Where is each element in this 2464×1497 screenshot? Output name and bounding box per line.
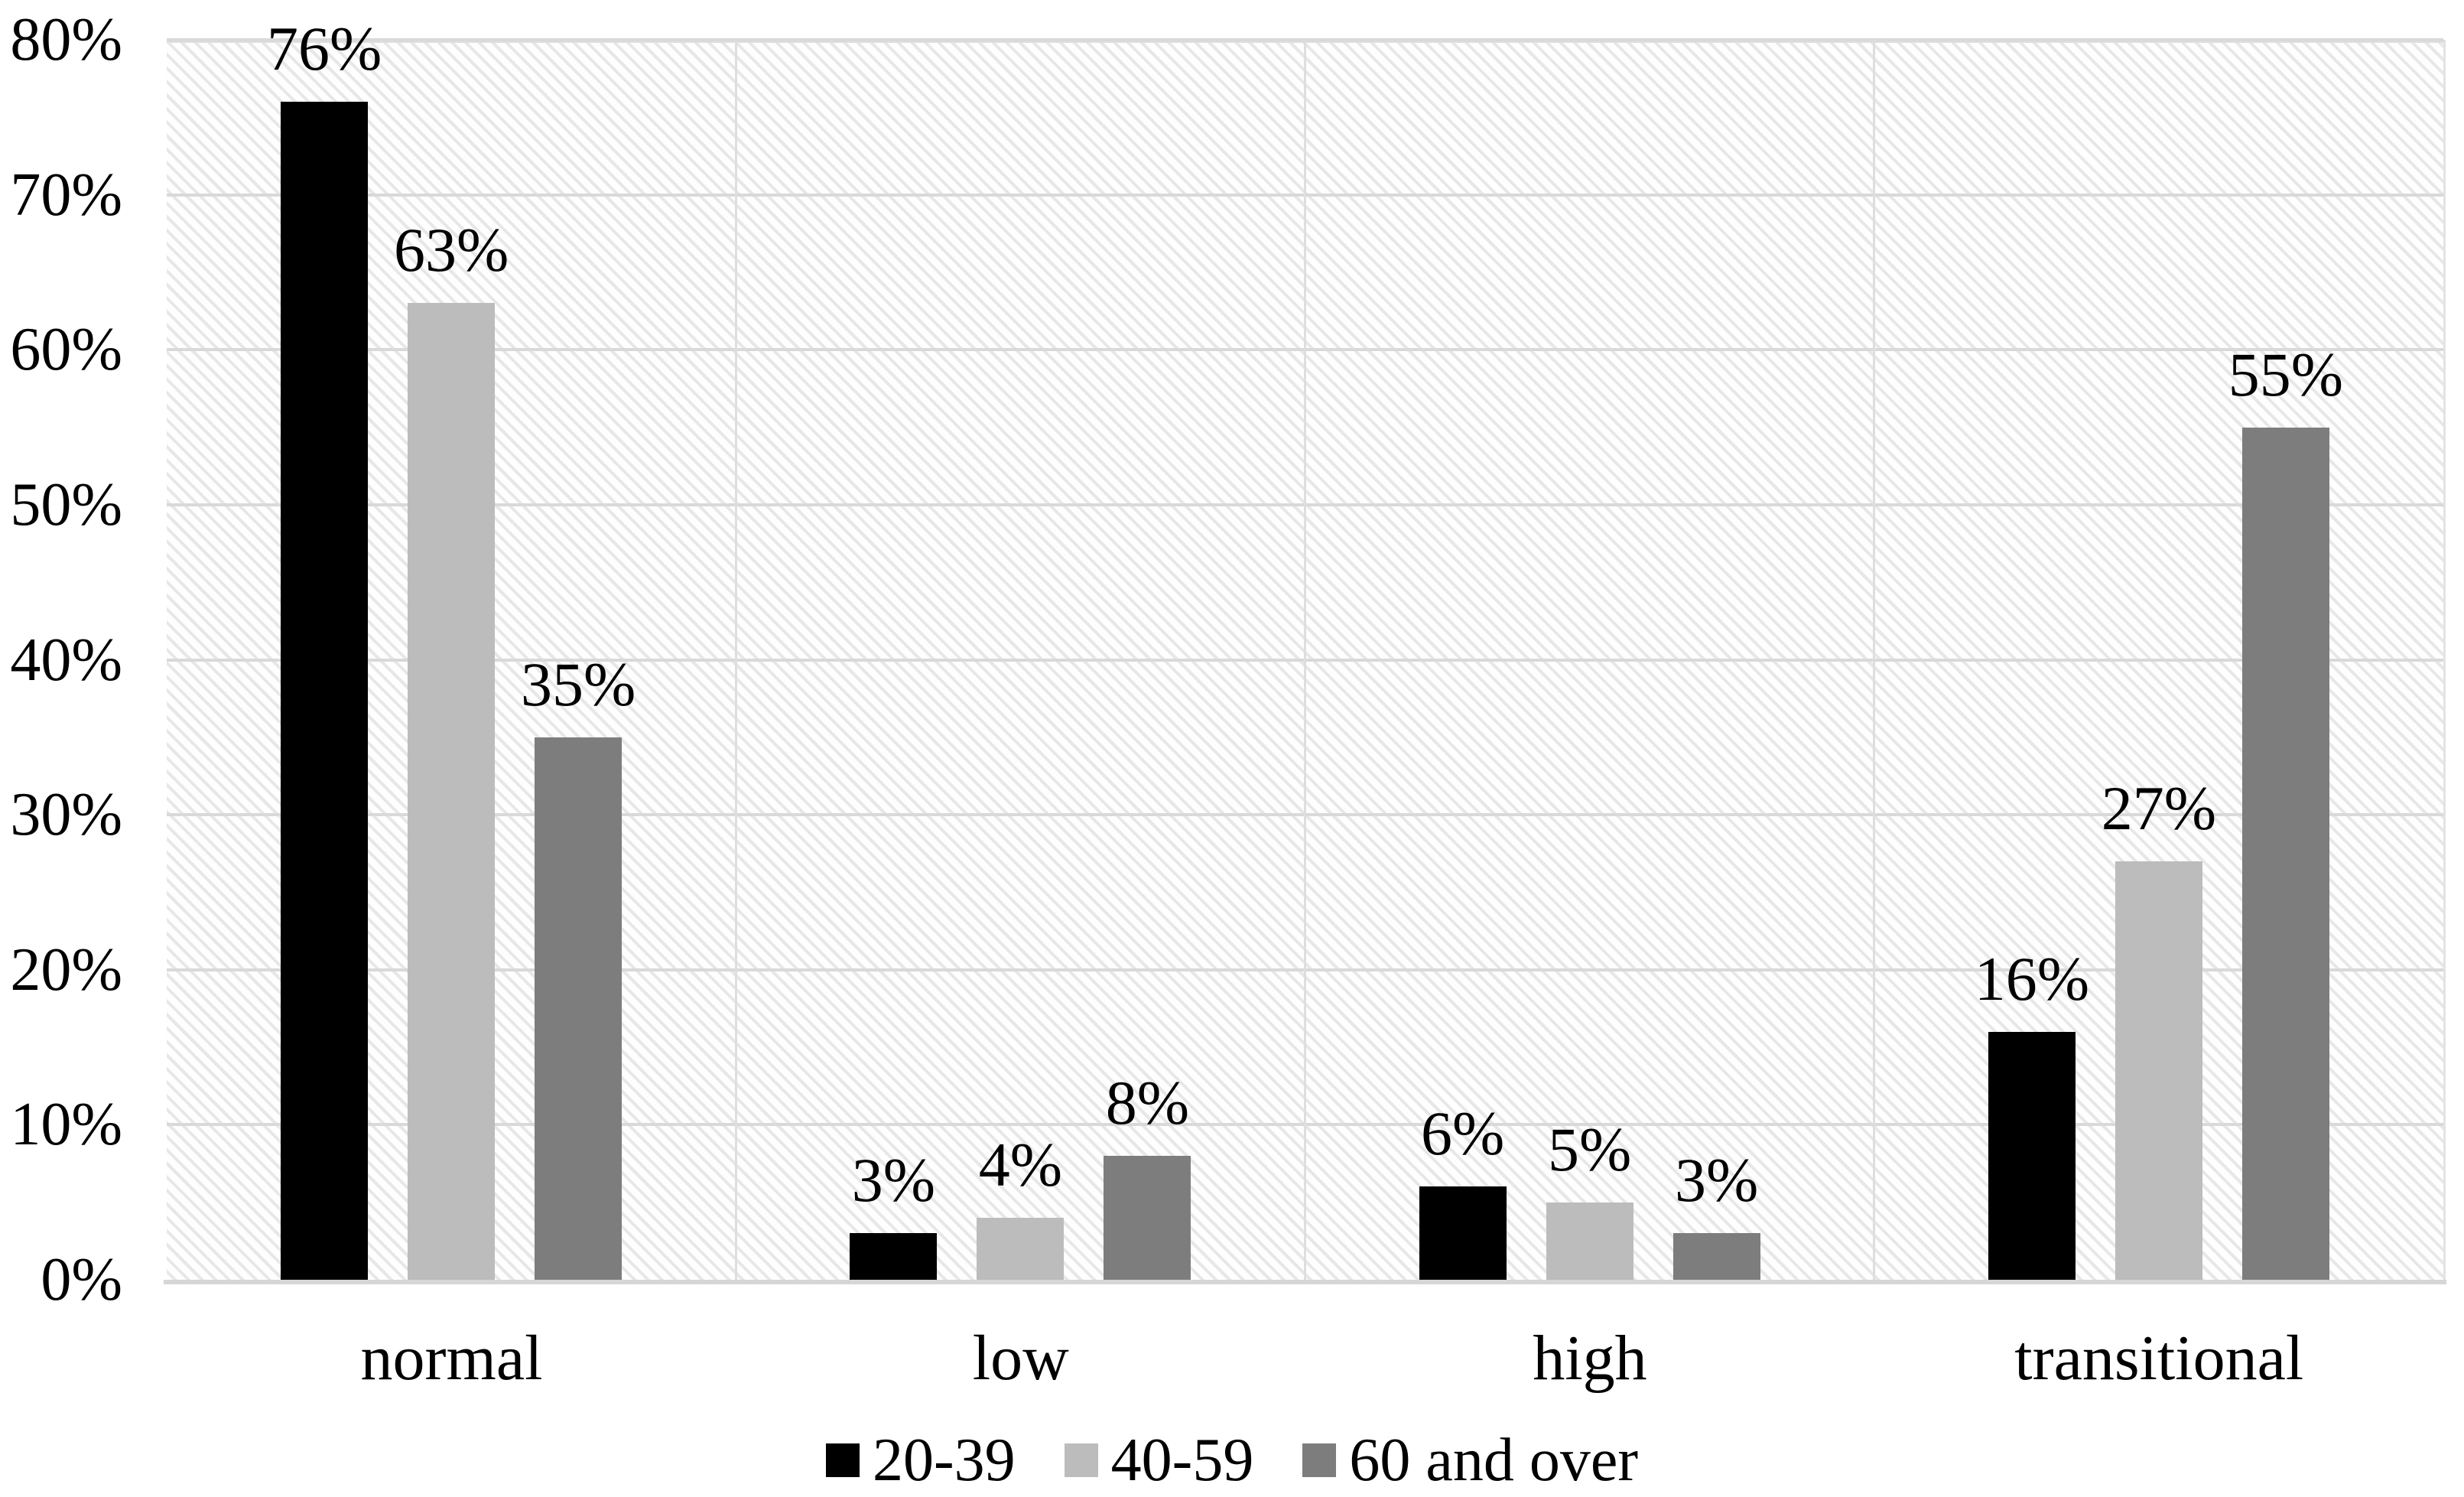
bar-20-39-normal — [281, 102, 369, 1280]
y-tick-label: 0% — [41, 1246, 122, 1313]
legend-item-20-39: 20-39 — [826, 1430, 1016, 1491]
bar-60-and-over-low — [1104, 1155, 1191, 1280]
bar-group-normal: 76% 63% 35% — [267, 18, 636, 1280]
bar-value-label: 16% — [1974, 943, 2090, 1014]
legend-label: 40-59 — [1110, 1427, 1254, 1494]
legend-item-60-and-over: 60 and over — [1302, 1430, 1638, 1491]
category-label-transitional: transitional — [2014, 1323, 2304, 1394]
bar-value-label: 55% — [2228, 339, 2344, 409]
bar-20-39-transitional — [1988, 1031, 2076, 1280]
bar-group-low: 3% 4% 8% — [850, 40, 1191, 1280]
legend: 20-39 40-59 60 and over — [0, 1427, 2464, 1493]
bar-value-label: 6% — [1420, 1098, 1505, 1169]
bar-40-59-high — [1546, 1202, 1633, 1280]
legend-item-40-59: 40-59 — [1064, 1427, 1254, 1494]
legend-swatch-40-59 — [1064, 1443, 1098, 1477]
bar-60-and-over-normal — [535, 737, 623, 1280]
y-tick-label: 70% — [10, 161, 122, 229]
y-tick-label: 80% — [10, 6, 122, 73]
y-tick-label: 50% — [10, 470, 122, 539]
bar-value-label: 8% — [1105, 1067, 1190, 1137]
y-tick-label: 10% — [10, 1091, 122, 1159]
v-gridline — [1873, 40, 1876, 1280]
v-gridline — [1304, 40, 1306, 1280]
bar-group-high: 6% 5% 3% — [1419, 40, 1760, 1280]
category-label-high: high — [1533, 1323, 1647, 1394]
bar-40-59-transitional — [2115, 861, 2202, 1280]
y-tick-label: 60% — [10, 316, 122, 384]
bar-20-39-low — [850, 1233, 938, 1280]
bar-value-label: 4% — [978, 1129, 1063, 1199]
x-axis-line — [164, 1280, 2446, 1284]
y-tick-label: 30% — [10, 781, 122, 849]
bar-40-59-low — [977, 1217, 1065, 1280]
bar-value-label: 27% — [2101, 773, 2217, 843]
y-tick-label: 40% — [10, 626, 122, 694]
bar-20-39-high — [1419, 1186, 1507, 1280]
v-gridline — [734, 40, 737, 1280]
legend-swatch-60-and-over — [1302, 1443, 1337, 1477]
legend-swatch-20-39 — [826, 1443, 860, 1477]
bar-value-label: 3% — [851, 1145, 936, 1215]
category-label-low: low — [972, 1323, 1069, 1394]
bar-value-label: 63% — [393, 215, 509, 285]
legend-label: 60 and over — [1349, 1427, 1638, 1494]
bar-value-label: 5% — [1547, 1114, 1632, 1184]
bar-value-label: 76% — [266, 14, 382, 84]
legend-label: 20-39 — [873, 1427, 1016, 1494]
y-tick-label: 20% — [10, 936, 122, 1004]
bar-value-label: 35% — [520, 649, 636, 719]
bar-60-and-over-transitional — [2241, 427, 2329, 1280]
bar-60-and-over-high — [1672, 1233, 1760, 1280]
bar-group-transitional: 16% 27% 55% — [1975, 40, 2343, 1280]
category-label-normal: normal — [360, 1323, 543, 1394]
bar-value-label: 3% — [1674, 1145, 1759, 1215]
bar-40-59-normal — [408, 303, 496, 1280]
